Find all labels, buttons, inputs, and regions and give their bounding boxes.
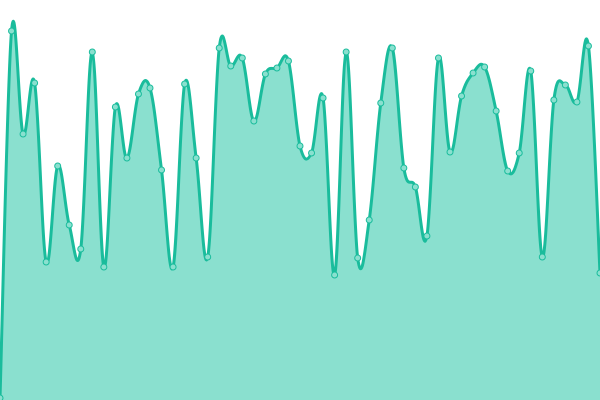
data-point-47 <box>538 253 546 261</box>
data-point-9 <box>100 263 108 271</box>
data-point-29 <box>331 271 339 279</box>
data-point-25 <box>284 57 292 65</box>
data-point-21 <box>238 54 246 62</box>
data-point-12 <box>134 90 142 98</box>
data-point-10 <box>111 103 119 111</box>
data-point-51 <box>584 42 592 50</box>
data-point-32 <box>365 216 373 224</box>
data-point-33 <box>377 99 385 107</box>
data-point-41 <box>469 69 477 77</box>
data-points <box>0 27 600 400</box>
series-line <box>0 19 600 399</box>
data-point-36 <box>411 183 419 191</box>
data-point-4 <box>42 258 50 266</box>
data-point-43 <box>492 107 500 115</box>
data-point-8 <box>88 48 96 56</box>
data-point-5 <box>54 162 62 170</box>
data-point-17 <box>192 154 200 162</box>
data-point-23 <box>261 70 269 78</box>
data-point-46 <box>527 67 535 75</box>
data-point-28 <box>319 94 327 102</box>
data-point-6 <box>65 221 73 229</box>
data-point-26 <box>296 142 304 150</box>
data-point-7 <box>77 245 85 253</box>
data-point-16 <box>181 80 189 88</box>
data-point-27 <box>308 149 316 157</box>
data-point-44 <box>504 167 512 175</box>
data-point-22 <box>250 117 258 125</box>
data-point-42 <box>481 63 489 71</box>
data-point-50 <box>573 98 581 106</box>
data-point-15 <box>169 263 177 271</box>
data-point-52 <box>596 269 600 277</box>
data-point-39 <box>446 148 454 156</box>
data-point-18 <box>204 253 212 261</box>
data-point-11 <box>123 154 131 162</box>
area-fill <box>0 21 600 400</box>
data-point-20 <box>227 62 235 70</box>
data-point-40 <box>458 92 466 100</box>
data-point-1 <box>8 27 16 35</box>
data-point-30 <box>342 48 350 56</box>
data-point-38 <box>434 54 442 62</box>
data-point-31 <box>354 254 362 262</box>
data-point-24 <box>273 64 281 72</box>
data-point-49 <box>561 81 569 89</box>
data-point-14 <box>158 166 166 174</box>
data-point-3 <box>31 79 39 87</box>
data-point-2 <box>19 130 27 138</box>
data-point-35 <box>400 164 408 172</box>
data-point-34 <box>388 44 396 52</box>
data-point-0 <box>0 394 4 400</box>
data-point-48 <box>550 96 558 104</box>
data-point-13 <box>146 84 154 92</box>
data-point-37 <box>423 232 431 240</box>
data-point-19 <box>215 44 223 52</box>
data-point-45 <box>515 149 523 157</box>
